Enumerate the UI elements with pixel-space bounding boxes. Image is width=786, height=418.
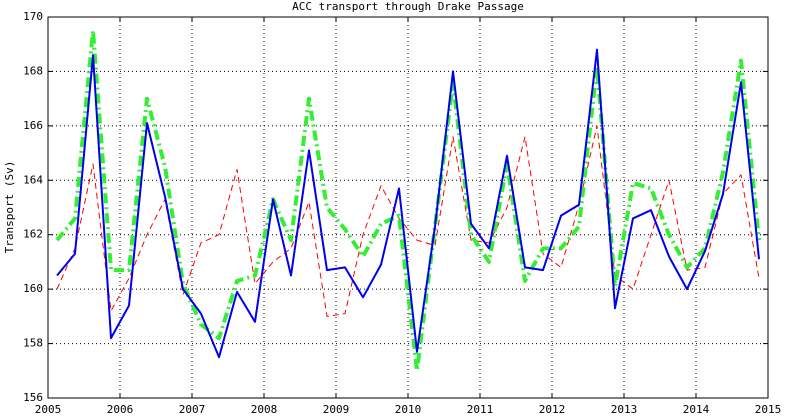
data-line: [56, 48, 760, 359]
x-tick-label: 2008: [251, 403, 278, 416]
plot-frame: [47, 16, 769, 399]
y-tick-label: 156: [23, 391, 43, 404]
x-tick-label: 2005: [35, 403, 62, 416]
y-tick-label: 162: [23, 228, 43, 241]
y-tick-label: 170: [23, 10, 43, 23]
x-tick-label: 2012: [539, 403, 566, 416]
y-tick-label: 168: [23, 64, 43, 77]
data-line: [55, 28, 761, 373]
x-tick-label: 2013: [611, 403, 638, 416]
x-tick-label: 2010: [395, 403, 422, 416]
x-tick-label: 2006: [107, 403, 134, 416]
x-tick-label: 2007: [179, 403, 206, 416]
y-axis-label: Transport (Sv): [3, 161, 16, 254]
x-tick-label: 2014: [683, 403, 710, 416]
y-tick-label: 166: [23, 119, 43, 132]
x-tick-label: 2011: [467, 403, 494, 416]
x-tick-label: 2009: [323, 403, 350, 416]
chart-title: ACC transport through Drake Passage: [292, 0, 524, 13]
y-tick-label: 164: [23, 173, 43, 186]
y-tick-label: 158: [23, 337, 43, 350]
x-tick-label: 2015: [755, 403, 782, 416]
y-tick-label: 160: [23, 282, 43, 295]
